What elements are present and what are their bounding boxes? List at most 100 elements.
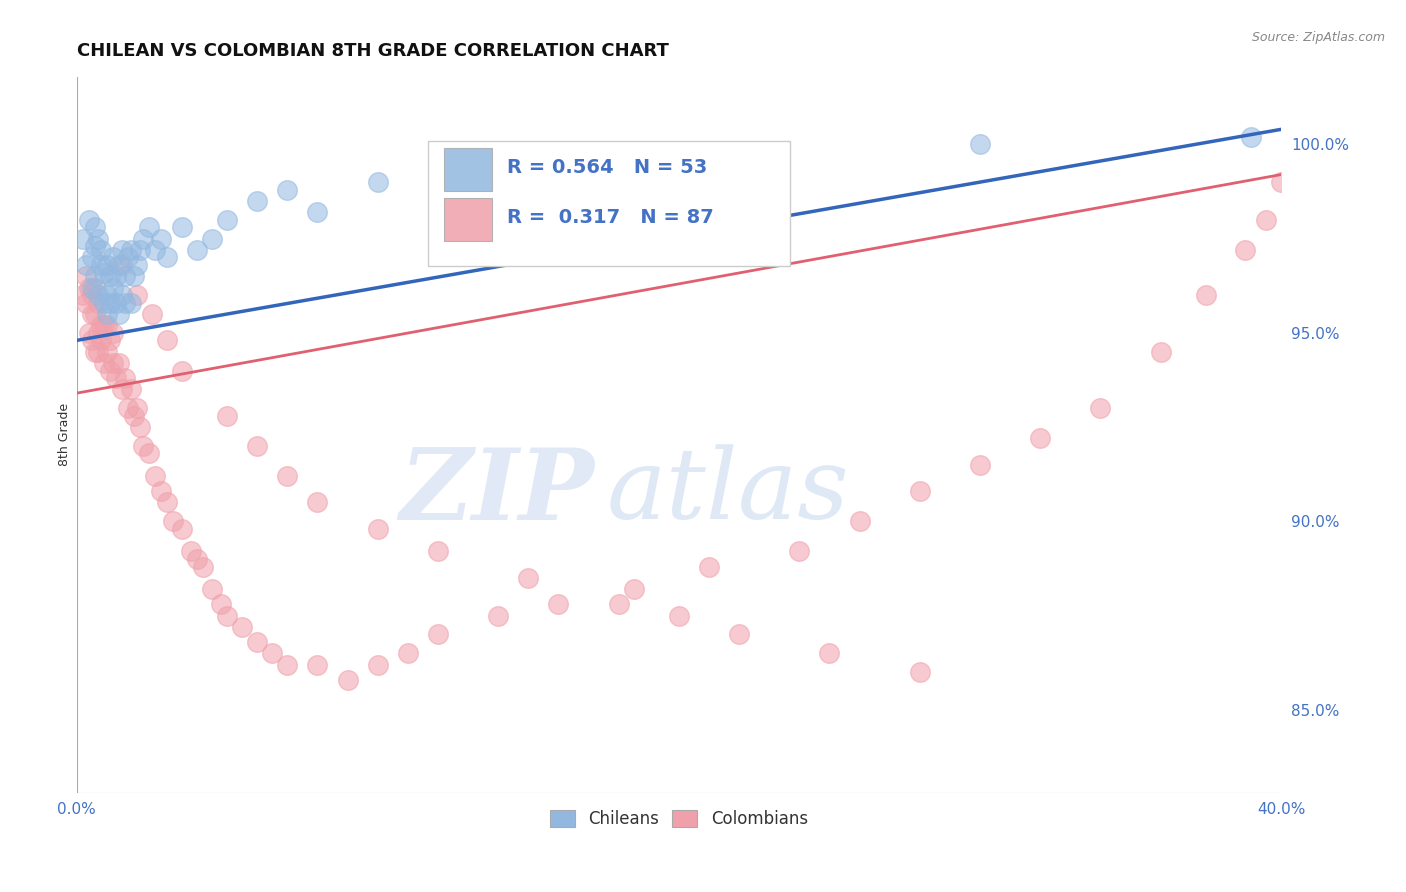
Point bbox=[143, 243, 166, 257]
Point bbox=[1233, 243, 1256, 257]
Point bbox=[104, 371, 127, 385]
Point bbox=[86, 344, 108, 359]
Point bbox=[98, 269, 121, 284]
Point bbox=[90, 243, 112, 257]
Point bbox=[93, 318, 115, 333]
Point bbox=[90, 258, 112, 272]
Point bbox=[728, 145, 751, 159]
Point bbox=[969, 137, 991, 152]
FancyBboxPatch shape bbox=[429, 141, 790, 267]
Legend: Chileans, Colombians: Chileans, Colombians bbox=[543, 803, 814, 834]
Point bbox=[217, 409, 239, 423]
Text: atlas: atlas bbox=[606, 444, 849, 540]
Point bbox=[908, 484, 931, 499]
Point bbox=[246, 635, 269, 649]
Point bbox=[457, 168, 479, 182]
Point bbox=[75, 269, 97, 284]
Point bbox=[114, 295, 136, 310]
Point bbox=[104, 295, 127, 310]
Point bbox=[170, 363, 193, 377]
Point bbox=[83, 269, 105, 284]
Point bbox=[101, 356, 124, 370]
Point bbox=[101, 280, 124, 294]
Point bbox=[1254, 212, 1277, 227]
Text: R = 0.564   N = 53: R = 0.564 N = 53 bbox=[506, 158, 707, 177]
Point bbox=[138, 446, 160, 460]
Point bbox=[86, 326, 108, 340]
Point bbox=[1029, 431, 1052, 445]
Point bbox=[77, 212, 100, 227]
Point bbox=[83, 239, 105, 253]
Point bbox=[1270, 175, 1292, 189]
Point bbox=[908, 665, 931, 679]
Point bbox=[114, 371, 136, 385]
Point bbox=[367, 657, 389, 672]
Point bbox=[1090, 401, 1112, 416]
Point bbox=[75, 258, 97, 272]
Point bbox=[86, 288, 108, 302]
Point bbox=[180, 544, 202, 558]
Point bbox=[120, 243, 142, 257]
Point bbox=[486, 608, 509, 623]
Text: CHILEAN VS COLOMBIAN 8TH GRADE CORRELATION CHART: CHILEAN VS COLOMBIAN 8TH GRADE CORRELATI… bbox=[76, 42, 668, 60]
Point bbox=[668, 608, 690, 623]
Point bbox=[98, 363, 121, 377]
Point bbox=[697, 559, 720, 574]
Y-axis label: 8th Grade: 8th Grade bbox=[58, 403, 70, 467]
Point bbox=[101, 251, 124, 265]
Point bbox=[111, 383, 134, 397]
Point bbox=[186, 552, 208, 566]
Point bbox=[111, 258, 134, 272]
Point bbox=[80, 251, 103, 265]
Point bbox=[307, 205, 329, 219]
Point bbox=[149, 232, 172, 246]
Point bbox=[107, 307, 129, 321]
Point bbox=[96, 307, 118, 321]
Text: Source: ZipAtlas.com: Source: ZipAtlas.com bbox=[1251, 31, 1385, 45]
Point bbox=[77, 280, 100, 294]
Point bbox=[132, 232, 155, 246]
Point bbox=[162, 514, 184, 528]
Point bbox=[96, 258, 118, 272]
Point bbox=[517, 571, 540, 585]
Point bbox=[90, 334, 112, 348]
Point bbox=[80, 280, 103, 294]
Point bbox=[818, 646, 841, 660]
Point bbox=[276, 657, 298, 672]
Point bbox=[276, 469, 298, 483]
Point bbox=[128, 243, 150, 257]
Point bbox=[201, 582, 224, 596]
Point bbox=[80, 334, 103, 348]
Point bbox=[96, 344, 118, 359]
Point bbox=[96, 318, 118, 333]
Point bbox=[426, 627, 449, 641]
Point bbox=[623, 582, 645, 596]
Point bbox=[83, 280, 105, 294]
Point bbox=[128, 420, 150, 434]
Point bbox=[246, 439, 269, 453]
Text: R =  0.317   N = 87: R = 0.317 N = 87 bbox=[506, 208, 713, 227]
Point bbox=[141, 307, 163, 321]
FancyBboxPatch shape bbox=[444, 148, 492, 191]
Point bbox=[101, 326, 124, 340]
Point bbox=[191, 559, 214, 574]
Point bbox=[72, 232, 94, 246]
Point bbox=[1240, 129, 1263, 144]
Point bbox=[156, 251, 179, 265]
Point bbox=[83, 307, 105, 321]
Point bbox=[80, 288, 103, 302]
Point bbox=[120, 295, 142, 310]
Point bbox=[969, 458, 991, 472]
Point bbox=[93, 356, 115, 370]
Point bbox=[90, 318, 112, 333]
Point bbox=[170, 522, 193, 536]
Point bbox=[217, 608, 239, 623]
Point bbox=[107, 356, 129, 370]
Point bbox=[787, 544, 810, 558]
Point bbox=[98, 295, 121, 310]
Point bbox=[125, 258, 148, 272]
Point bbox=[246, 194, 269, 208]
Point bbox=[120, 383, 142, 397]
Point bbox=[426, 544, 449, 558]
Point bbox=[170, 220, 193, 235]
